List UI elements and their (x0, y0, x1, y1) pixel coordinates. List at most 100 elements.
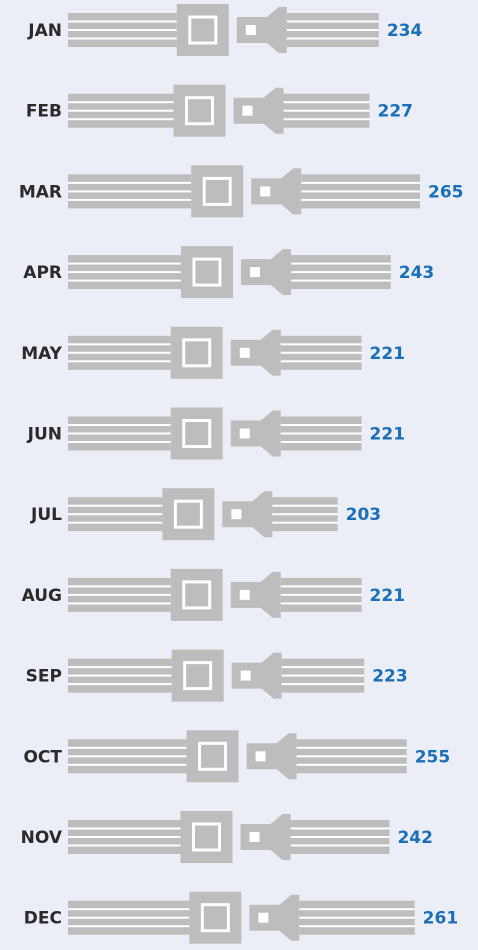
belt-stripe (290, 827, 390, 830)
category-label: JAN (27, 21, 62, 41)
value-label: 242 (397, 828, 433, 848)
belt-stripe (280, 343, 362, 346)
belt-stripe (280, 602, 362, 605)
value-label: 223 (372, 667, 408, 687)
belt-stripe (68, 360, 171, 363)
buckle-inner (198, 741, 228, 771)
belt-stripe (68, 666, 172, 669)
belt-stripe (286, 29, 379, 31)
seatbelt-bar (68, 407, 362, 460)
belt-stripe (68, 674, 172, 677)
belt-stripe (68, 593, 171, 596)
tongue-hole (239, 428, 250, 439)
belt-stripe (68, 925, 190, 928)
belt-stripe (68, 763, 187, 766)
tongue (246, 733, 297, 780)
belt-stripe (296, 755, 407, 758)
belt-stripe (68, 827, 181, 830)
buckle-inner (188, 15, 218, 45)
buckle-inner (185, 96, 215, 126)
belt-stripe (286, 20, 379, 23)
belt-stripe (68, 836, 181, 838)
category-label: NOV (21, 828, 63, 848)
tongue-hole (249, 832, 260, 842)
tongue-hole (245, 25, 256, 35)
belt-stripe (280, 432, 362, 435)
belt-stripe (283, 118, 370, 121)
category-label: OCT (23, 747, 62, 767)
belt-stripe (299, 908, 415, 911)
tongue-hole (255, 751, 266, 762)
belt-stripe (301, 181, 420, 184)
belt-stripe (68, 585, 171, 588)
belt-stripe (280, 424, 362, 426)
belt-stripe (296, 763, 407, 766)
belt-stripe (68, 755, 187, 758)
seatbelt-bar (68, 811, 390, 863)
value-label: 261 (423, 909, 459, 929)
value-label: 203 (346, 505, 382, 525)
belt-stripe (290, 262, 391, 265)
belt-stripe (68, 271, 181, 274)
category-label: MAR (19, 182, 62, 202)
category-label: AUG (22, 586, 62, 606)
belt-stripe (280, 441, 362, 443)
tongue (230, 571, 281, 618)
buckle-inner (182, 338, 212, 368)
value-label: 221 (370, 344, 406, 364)
belt-stripe (68, 844, 181, 847)
tongue (230, 410, 281, 457)
belt-stripe (290, 279, 391, 282)
buckle-inner (200, 903, 230, 933)
belt-stripe (68, 602, 171, 605)
tongue-hole (240, 670, 251, 681)
tongue-hole (258, 912, 269, 923)
belt-stripe (68, 432, 171, 435)
belt-stripe (290, 271, 391, 274)
belt-stripe (68, 746, 187, 749)
belt-stripe (272, 521, 338, 524)
belt-stripe (281, 683, 365, 686)
belt-stripe (68, 190, 192, 193)
belt-stripe (68, 513, 163, 516)
buckle-inner (182, 419, 212, 448)
buckle-inner (183, 661, 213, 691)
tongue (231, 652, 282, 699)
belt-stripe (296, 746, 407, 749)
tongue-hole (239, 589, 250, 600)
tongue (251, 168, 302, 215)
belt-stripe (272, 513, 338, 516)
value-label: 243 (399, 263, 435, 283)
value-label: 227 (378, 102, 414, 122)
category-label: SEP (26, 667, 62, 687)
belt-stripe (280, 360, 362, 363)
seatbelt-bar (68, 891, 415, 944)
belt-stripe (301, 190, 420, 193)
seatbelt-bar (68, 649, 365, 702)
belt-stripe (68, 424, 171, 426)
category-label: APR (23, 263, 62, 283)
tongue (240, 814, 291, 860)
tongue-hole (231, 509, 242, 520)
value-label: 265 (428, 182, 464, 202)
belt-stripe (68, 181, 192, 184)
belt-stripe (68, 916, 190, 919)
belt-stripe (281, 674, 365, 677)
seatbelt-bar (68, 246, 391, 299)
tongue (249, 894, 300, 941)
belt-stripe (299, 916, 415, 919)
belt-stripe (283, 101, 370, 104)
belt-stripe (290, 836, 390, 838)
buckle-inner (192, 257, 222, 287)
category-label: DEC (24, 909, 62, 929)
belt-stripe (301, 198, 420, 201)
belt-stripe (68, 118, 174, 121)
category-label: MAY (21, 344, 62, 364)
belt-stripe (68, 101, 174, 104)
belt-stripe (68, 262, 181, 265)
belt-stripe (68, 198, 192, 201)
seatbelt-bar (68, 730, 407, 783)
belt-stripe (68, 504, 163, 507)
seatbelt-bar (68, 488, 338, 541)
category-label: JUL (30, 505, 62, 525)
